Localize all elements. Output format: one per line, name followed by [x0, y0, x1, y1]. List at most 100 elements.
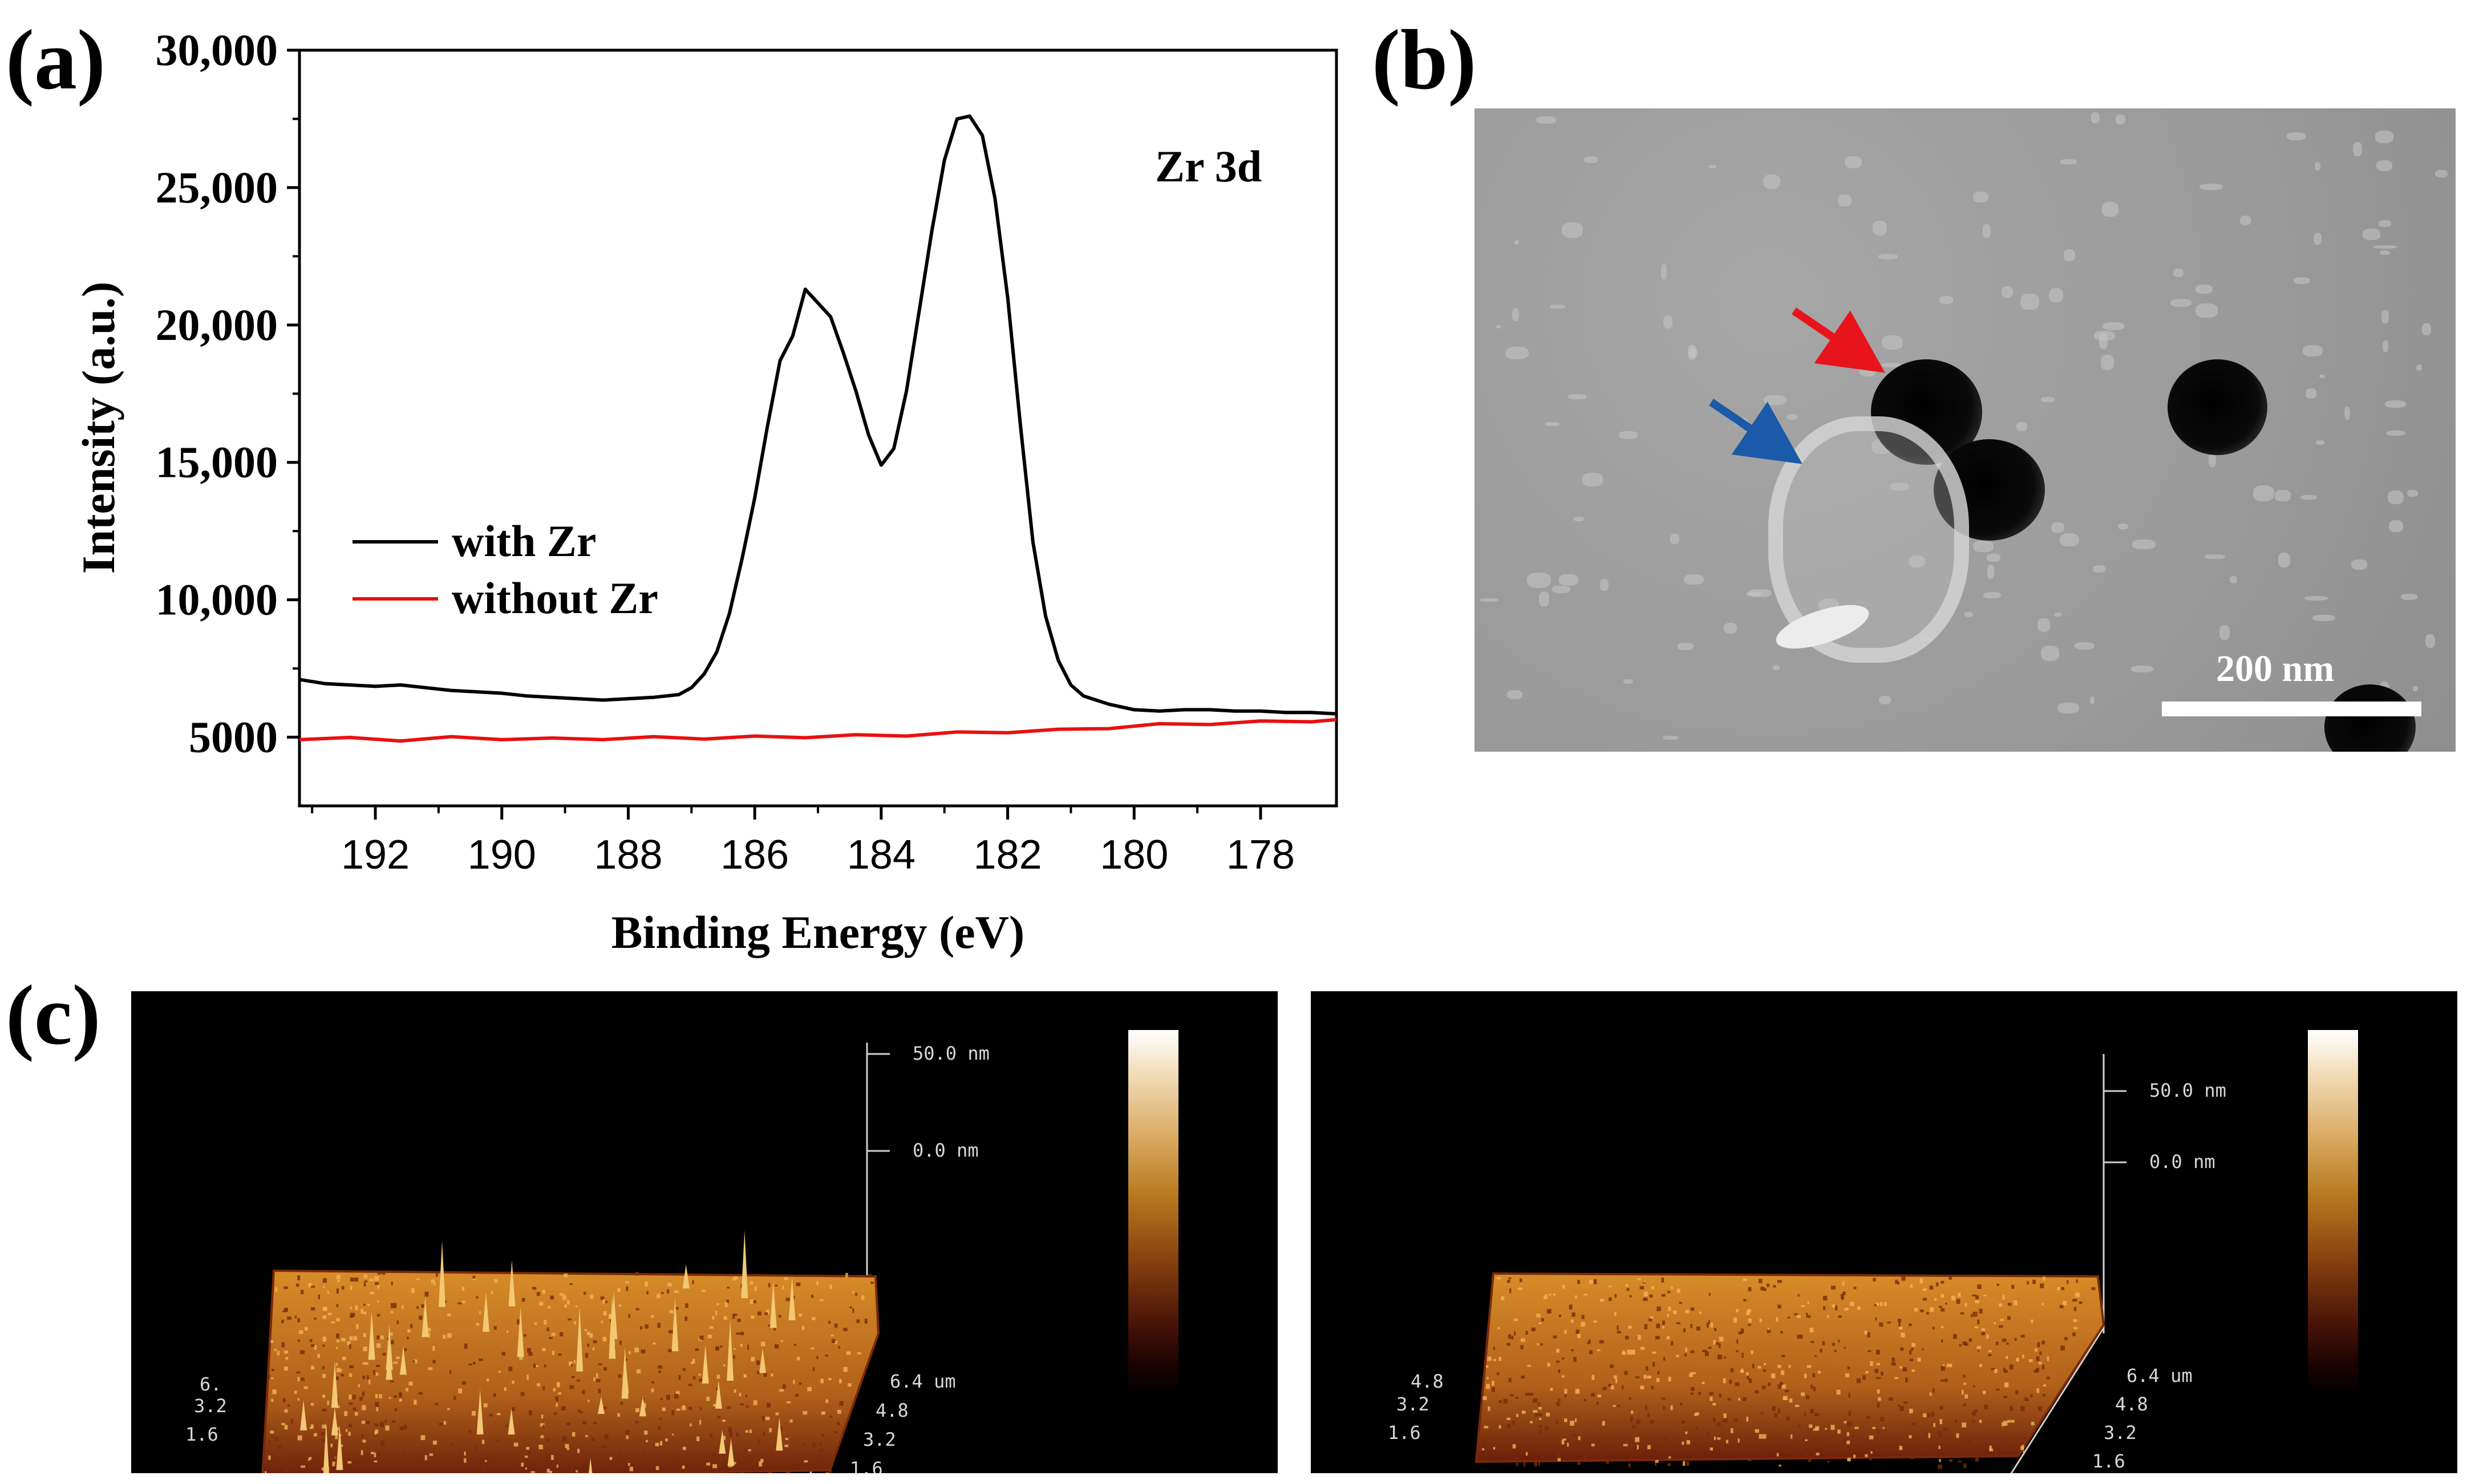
afm-spike [439, 1240, 446, 1307]
afm-texture [1497, 1372, 1500, 1376]
height-colorbar [2308, 1030, 2358, 1395]
afm-texture [774, 1344, 779, 1349]
afm-texture [385, 1425, 390, 1431]
afm-texture [589, 1294, 594, 1299]
afm-texture [1598, 1454, 1602, 1457]
afm-texture [335, 1363, 338, 1367]
tem-speck [1506, 690, 1523, 699]
afm-texture [2027, 1281, 2029, 1285]
tem-speck [2412, 686, 2419, 691]
tem-speck [2102, 202, 2118, 217]
afm-texture [1498, 1400, 1502, 1403]
afm-texture [1550, 1388, 1553, 1391]
afm-texture [596, 1379, 601, 1382]
afm-texture [1845, 1438, 1848, 1441]
afm-texture [1747, 1376, 1749, 1380]
afm-texture [716, 1416, 721, 1418]
afm-texture [1515, 1397, 1518, 1399]
afm-texture [1602, 1454, 1606, 1457]
afm-texture [309, 1457, 312, 1460]
afm-texture [1779, 1465, 1781, 1467]
afm-texture [1842, 1291, 1846, 1296]
afm-texture [1602, 1421, 1605, 1426]
afm-texture [1629, 1295, 1632, 1298]
afm-texture [468, 1430, 472, 1433]
afm-texture [739, 1393, 742, 1397]
tem-speck [1539, 591, 1550, 607]
afm-texture [327, 1400, 329, 1405]
afm-texture [1730, 1428, 1733, 1433]
afm-texture [472, 1410, 476, 1416]
afm-texture [1849, 1301, 1854, 1307]
afm-texture [732, 1462, 736, 1465]
afm-texture [366, 1362, 368, 1365]
afm-texture [665, 1438, 668, 1442]
tem-speck [1983, 224, 1991, 238]
afm-texture [1854, 1426, 1859, 1429]
afm-texture [487, 1378, 489, 1381]
afm-spike [476, 1389, 484, 1435]
afm-texture [1718, 1343, 1721, 1348]
afm-texture [1975, 1457, 1979, 1462]
afm-texture [1762, 1434, 1767, 1439]
afm-texture [852, 1291, 854, 1294]
afm-texture [1979, 1420, 1982, 1423]
afm-texture [2047, 1356, 2049, 1361]
x-tick-label: 192 [341, 832, 410, 878]
afm-texture [474, 1446, 477, 1451]
afm-texture [375, 1394, 378, 1398]
afm-texture [1564, 1418, 1567, 1422]
afm-texture [723, 1316, 727, 1320]
afm-texture [404, 1348, 407, 1352]
afm-texture [431, 1279, 435, 1284]
afm-texture [1691, 1387, 1695, 1392]
afm-texture [1699, 1311, 1702, 1314]
afm-texture [1591, 1393, 1595, 1397]
tem-speck [2115, 114, 2125, 124]
afm-texture [1922, 1298, 1927, 1301]
afm-texture [2003, 1421, 2008, 1426]
afm-texture [1508, 1334, 1511, 1339]
afm-texture [2002, 1339, 2007, 1342]
afm-texture [1692, 1441, 1696, 1445]
afm-texture [625, 1281, 630, 1283]
tem-speck [2059, 533, 2079, 547]
x-tick-label: 184 [847, 832, 916, 878]
afm-texture [1679, 1301, 1682, 1304]
afm-texture [1880, 1417, 1885, 1422]
tem-speck [2099, 333, 2108, 349]
afm-texture [588, 1400, 590, 1402]
tem-speck [2373, 245, 2397, 249]
x-tick-label: 178 [1226, 832, 1295, 878]
afm-texture [561, 1406, 566, 1411]
afm-texture [342, 1356, 346, 1360]
afm-texture [1984, 1405, 1988, 1409]
afm-texture [373, 1370, 375, 1375]
afm-texture [489, 1414, 493, 1417]
tem-speck [2057, 702, 2080, 713]
afm-texture [1527, 1365, 1531, 1367]
tem-speck [2051, 522, 2064, 533]
afm-spike [386, 1324, 393, 1371]
afm-texture [1780, 1331, 1783, 1333]
afm-texture [1534, 1462, 1537, 1467]
afm-spike [719, 1430, 726, 1454]
afm-spike [727, 1319, 734, 1381]
afm-texture [1617, 1331, 1621, 1333]
afm-texture [265, 1471, 267, 1473]
afm-texture [1743, 1299, 1747, 1302]
x-axis-title: Binding Energy (eV) [611, 906, 1024, 958]
afm-texture [1951, 1296, 1956, 1301]
afm-texture [722, 1420, 726, 1422]
afm-texture [1651, 1286, 1654, 1290]
afm-texture [2022, 1355, 2024, 1359]
afm-texture [533, 1363, 536, 1368]
afm-texture [1758, 1449, 1761, 1454]
afm-texture [1804, 1412, 1806, 1417]
afm-texture [1755, 1429, 1759, 1433]
afm-texture [384, 1419, 387, 1424]
afm-texture [1720, 1447, 1725, 1451]
afm-texture [407, 1329, 411, 1333]
afm-texture [2011, 1284, 2015, 1289]
